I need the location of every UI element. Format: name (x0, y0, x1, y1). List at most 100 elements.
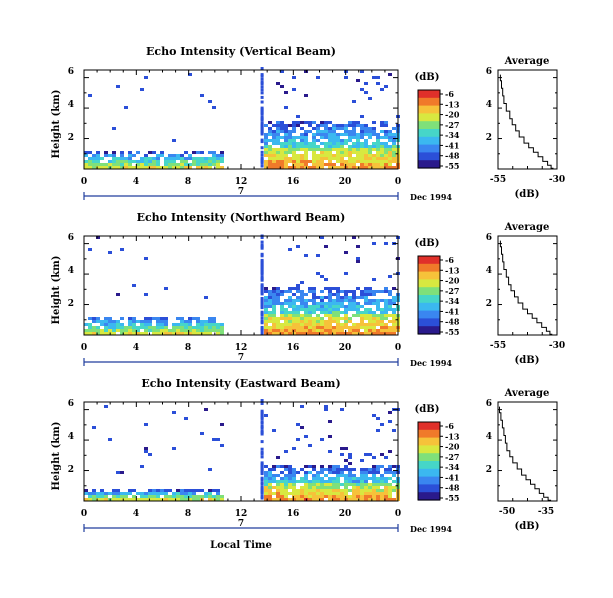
heatmap-cell (328, 136, 332, 139)
heatmap-cell (120, 495, 124, 498)
heatmap-cell (384, 85, 388, 88)
heatmap-cell (148, 453, 152, 456)
heatmap-cell (196, 323, 200, 326)
heatmap-cell (332, 139, 336, 142)
heatmap-cell (376, 302, 380, 305)
heatmap-cell (328, 468, 332, 471)
heatmap-cell (292, 139, 296, 142)
heatmap-cell (308, 299, 312, 302)
heatmap-cell (368, 495, 372, 498)
heatmap-cell (344, 459, 348, 462)
heatmap-cell (324, 408, 328, 411)
colorbar-swatch (418, 144, 440, 153)
heatmap-cell (120, 323, 124, 326)
heatmap-cell (384, 124, 388, 127)
heatmap-cell (144, 163, 148, 166)
heatmap-cell (268, 130, 272, 133)
colorbar-swatch (418, 287, 440, 296)
heatmap-cell (300, 142, 304, 145)
heatmap-cell (336, 323, 340, 326)
heatmap-cell (376, 314, 380, 317)
heatmap-cell (136, 320, 140, 323)
heatmap-cell (348, 139, 352, 142)
heatmap-cell (356, 160, 360, 163)
heatmap-cell (368, 477, 372, 480)
heatmap-cell (384, 121, 388, 124)
colorbar-swatch (418, 461, 440, 470)
heatmap-cell (336, 320, 340, 323)
heatmap-cell (84, 489, 88, 492)
x-tick-label: 20 (339, 509, 352, 519)
heatmap-cell (268, 471, 272, 474)
heatmap-cell (340, 471, 344, 474)
heatmap-cell (296, 323, 300, 326)
heatmap-cell (284, 151, 288, 154)
heatmap-cell (324, 405, 328, 408)
colorbar-tick-label: -13 (445, 99, 460, 109)
heatmap-cell (108, 160, 112, 163)
heatmap-cell (156, 326, 160, 329)
heatmap-cell (332, 127, 336, 130)
heatmap-cell (332, 495, 336, 498)
heatmap-cell (360, 471, 364, 474)
heatmap-cell (112, 151, 116, 154)
heatmap-cell (136, 163, 140, 166)
heatmap-cell (104, 326, 108, 329)
heatmap-cell (352, 163, 356, 166)
heatmap-cell (368, 320, 372, 323)
heatmap-cell (136, 332, 140, 335)
heatmap-cell (368, 127, 372, 130)
heatmap-cell (312, 154, 316, 157)
heatmap-cell (384, 314, 388, 317)
heatmap-cell (260, 131, 264, 134)
heatmap-cell (388, 133, 392, 136)
heatmap-cell (380, 308, 384, 311)
heatmap-cell (348, 332, 352, 335)
heatmap-cell (324, 323, 328, 326)
heatmap-cell (300, 314, 304, 317)
heatmap-cell (308, 323, 312, 326)
heatmap-cell (284, 136, 288, 139)
heatmap-cell (284, 91, 288, 94)
heatmap-cell (132, 498, 136, 501)
colorbar-tick-label: -48 (445, 317, 460, 327)
heatmap-cell (384, 290, 388, 293)
heatmap-cell (156, 492, 160, 495)
heatmap-cell (320, 133, 324, 136)
heatmap-cell (168, 166, 172, 169)
heatmap-cell (132, 329, 136, 332)
heatmap-cell (372, 148, 376, 151)
x-tick-label: 8 (185, 509, 191, 519)
heatmap-cell (384, 130, 388, 133)
heatmap-cell (344, 251, 348, 254)
y-tick-label: 2 (68, 133, 74, 143)
heatmap-cell (392, 142, 396, 145)
heatmap-cell (348, 489, 352, 492)
heatmap-cell (360, 130, 364, 133)
heatmap-cell (172, 323, 176, 326)
heatmap-cell (324, 311, 328, 314)
heatmap-cell (304, 465, 308, 468)
heatmap-cell (332, 133, 336, 136)
heatmap-cell (380, 142, 384, 145)
heatmap-cell (364, 133, 368, 136)
heatmap-cell (324, 320, 328, 323)
heatmap-cell (92, 157, 96, 160)
heatmap-cell (308, 287, 312, 290)
heatmap-cell (380, 483, 384, 486)
heatmap-cell (268, 486, 272, 489)
heatmap-cell (292, 166, 296, 169)
heatmap-cell (372, 142, 376, 145)
heatmap-cell (140, 163, 144, 166)
heatmap-cell (328, 163, 332, 166)
heatmap-cell (180, 317, 184, 320)
heatmap-cell (268, 329, 272, 332)
heatmap-cell (268, 133, 272, 136)
heatmap-cell (340, 468, 344, 471)
heatmap-cell (260, 409, 264, 413)
heatmap-cell (384, 299, 388, 302)
heatmap-cell (268, 157, 272, 160)
heatmap-cell (152, 163, 156, 166)
heatmap-cell (288, 471, 292, 474)
heatmap-cell (356, 79, 360, 82)
